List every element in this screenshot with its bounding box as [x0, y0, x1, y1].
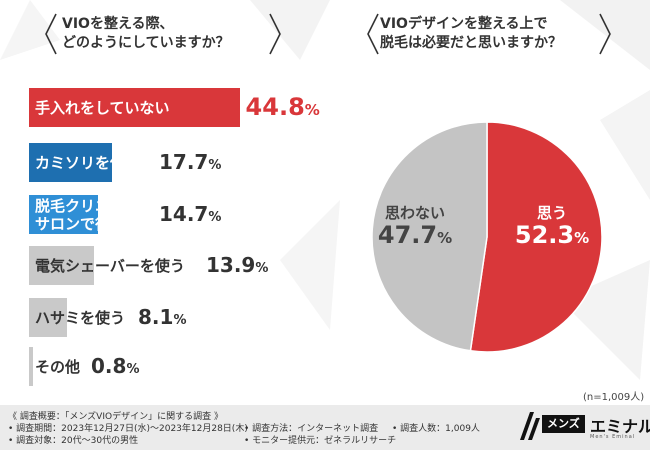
- bar-label-line: カミソリを使う: [35, 153, 141, 172]
- logo-mark-icon: [520, 412, 540, 440]
- bar-value-3: 13.9%: [206, 253, 269, 277]
- bar-label-line: 脱毛クリニック・: [35, 196, 155, 215]
- bar-value-4: 8.1%: [138, 305, 187, 329]
- survey-footer: 《 調査概要：「メンズVIOデザイン」に関する調査 》 • 調査期間：2023年…: [0, 405, 650, 450]
- bar-4: [29, 298, 68, 337]
- pie-value-yes: 52.3%: [514, 220, 590, 249]
- bar-1: [29, 143, 113, 182]
- logo-name: エミナル: [590, 417, 650, 436]
- bar-label-5: その他: [35, 358, 80, 376]
- left-question-bracket-open: [45, 13, 57, 55]
- bar-label-line: 手入れをしていない: [35, 98, 170, 117]
- bar-0: [29, 88, 240, 127]
- survey-provider: • モニター提供元：ゼネラルリサーチ: [244, 436, 397, 446]
- bar-value-5: 0.8%: [91, 354, 140, 378]
- bar-label-3: 電気シェーバーを使う: [35, 257, 185, 275]
- right-question-bracket-open: [367, 13, 379, 55]
- bar-value-1: 17.7%: [159, 150, 222, 174]
- pie-category-no: 思わない: [384, 204, 445, 222]
- right-question-bracket-close: [599, 13, 611, 55]
- bar-label-line: 電気シェーバーを使う: [35, 256, 185, 275]
- bar-label-line: ハサミを使う: [35, 308, 126, 327]
- bar-2: [29, 195, 99, 234]
- mens-eminal-logo: メンズ エミナル Men's Eminal: [520, 410, 650, 444]
- bar-value-0: 44.8%: [245, 93, 320, 121]
- left-question: VIOを整える際、 どのようにしていますか？: [62, 10, 292, 58]
- bar-5: [29, 347, 33, 386]
- bar-label-2: 脱毛クリニック・ サロンで行う: [35, 197, 155, 233]
- survey-count: • 調査人数：1,009人: [392, 424, 480, 434]
- survey-target: • 調査対象：20代～30代の男性: [8, 436, 139, 446]
- bar-label-1: カミソリを使う: [35, 154, 140, 172]
- bar-value-2: 14.7%: [159, 202, 222, 226]
- pie-category-yes: 思う: [536, 204, 567, 222]
- bar-label-4: ハサミを使う: [35, 309, 125, 327]
- right-question-line2: 脱毛は必要だと思いますか？: [380, 35, 562, 51]
- pie-label-no: 思わない 47.7%: [375, 205, 455, 248]
- pie-label-yes: 思う 52.3%: [512, 205, 592, 248]
- right-question-line1: VIOデザインを整える上で: [380, 16, 548, 32]
- left-question-line2: どのようにしていますか？: [62, 35, 230, 51]
- right-question: VIOデザインを整える上で 脱毛は必要だと思いますか？: [380, 10, 610, 58]
- left-question-bracket-close: [269, 13, 281, 55]
- logo-subtitle: Men's Eminal: [590, 434, 636, 440]
- bar-3: [29, 246, 95, 285]
- pie-value-no: 47.7%: [377, 220, 453, 249]
- left-question-line1: VIOを整える際、: [62, 16, 174, 32]
- bar-label-line: サロンで行う: [35, 214, 126, 233]
- survey-method: • 調査方法：インターネット調査: [244, 424, 379, 434]
- survey-period: • 調査期間：2023年12月27日(水)～2023年12月28日(木): [8, 424, 248, 434]
- sample-size-note: (n=1,009人): [583, 392, 645, 403]
- survey-title: 《 調査概要：「メンズVIOデザイン」に関する調査 》: [8, 412, 223, 422]
- bar-label-0: 手入れをしていない: [35, 99, 170, 117]
- bar-label-line: その他: [35, 357, 81, 376]
- logo-tag: メンズ: [542, 415, 585, 433]
